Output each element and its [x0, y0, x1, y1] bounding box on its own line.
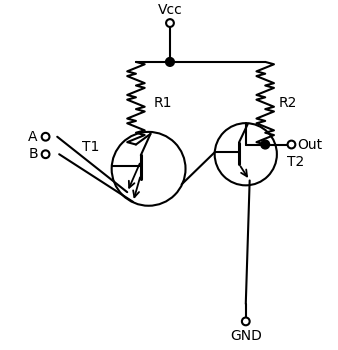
Text: A: A: [28, 130, 38, 144]
Text: R2: R2: [279, 96, 297, 110]
Text: B: B: [28, 147, 38, 161]
Circle shape: [166, 57, 174, 66]
Text: R1: R1: [153, 96, 172, 110]
Circle shape: [42, 133, 49, 141]
Text: T1: T1: [81, 140, 99, 154]
Text: T2: T2: [287, 155, 304, 169]
Text: Vcc: Vcc: [158, 3, 182, 17]
Circle shape: [242, 317, 250, 325]
Circle shape: [288, 141, 295, 148]
Text: Out: Out: [297, 138, 322, 152]
Circle shape: [261, 140, 270, 149]
Circle shape: [166, 19, 174, 27]
Text: GND: GND: [230, 329, 262, 343]
Circle shape: [42, 150, 49, 158]
